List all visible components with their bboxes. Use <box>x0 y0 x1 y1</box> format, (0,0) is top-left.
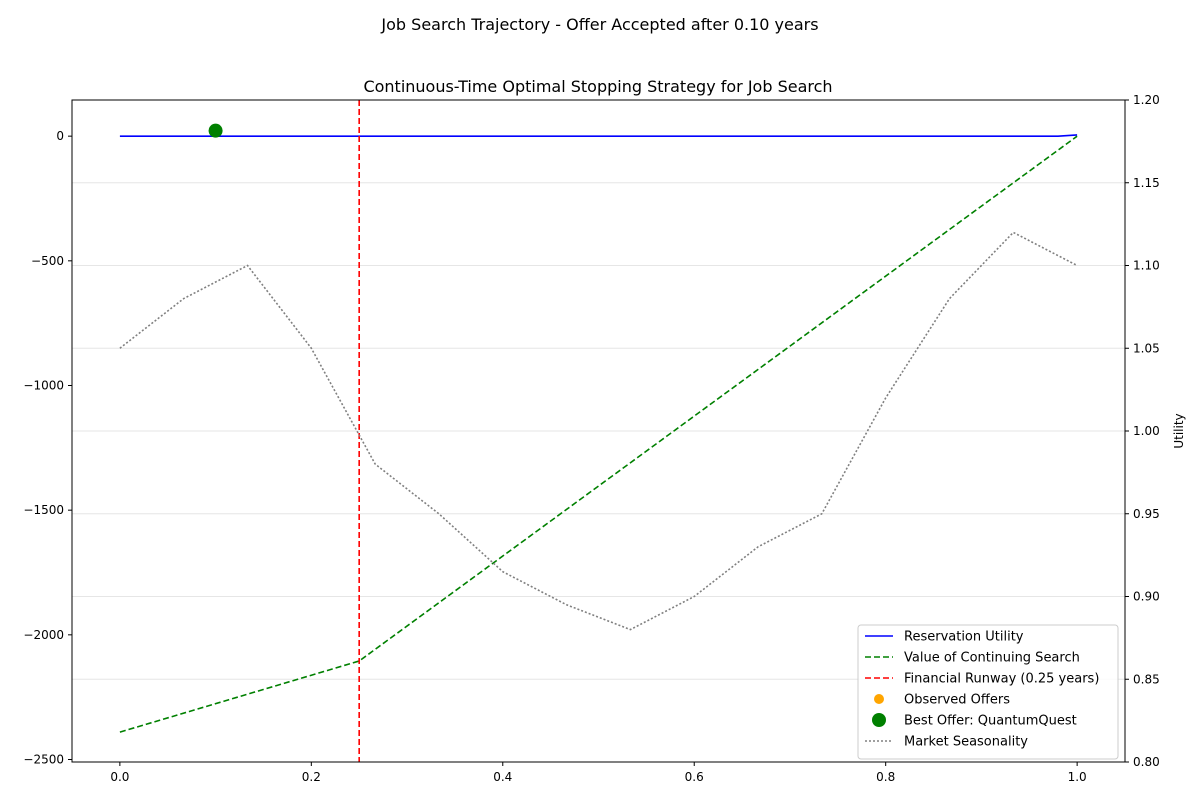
legend-marker-observed-offers <box>874 694 884 704</box>
series-line-market-seasonality <box>119 231 1078 631</box>
y-right-tick-label: 1.15 <box>1133 176 1160 190</box>
y-right-tick-label: 1.05 <box>1133 341 1160 355</box>
y-left-tick-label: 0 <box>56 129 64 143</box>
y-left-tick-label: −1000 <box>23 378 64 392</box>
x-axis: 0.0 0.2 0.4 0.6 0.8 1.0 <box>110 762 1087 784</box>
y-right-tick-label: 0.95 <box>1133 507 1160 521</box>
y-right-tick-label: 1.20 <box>1133 93 1160 107</box>
y-right-axis-label: Utility <box>1172 413 1186 448</box>
legend-label-market-seasonality: Market Seasonality <box>904 735 1028 750</box>
y-left-tick-label: −2500 <box>23 753 64 767</box>
legend-box <box>857 624 1119 760</box>
x-tick-label: 0.0 <box>110 770 129 784</box>
legend-label-observed-offers: Observed Offers <box>904 693 1010 708</box>
y-right-axis: 1.20 1.15 1.10 1.05 1.00 0.95 0.90 0.85 0.80 <box>1125 93 1160 769</box>
y-left-tick-label: −2000 <box>23 628 64 642</box>
y-right-tick-label: 1.10 <box>1133 259 1160 273</box>
figure-suptitle: Job Search Trajectory - Offer Accepted a… <box>380 15 818 34</box>
legend-label-reservation-utility: Reservation Utility <box>904 630 1024 645</box>
legend-label-value-of-continuing-search: Value of Continuing Search <box>904 651 1080 666</box>
y-right-tick-label: 0.90 <box>1133 590 1160 604</box>
x-tick-label: 1.0 <box>1068 770 1087 784</box>
y-left-axis: 0 −500 −1000 −1500 −2000 −2500 <box>23 129 72 767</box>
x-tick-label: 0.6 <box>685 770 704 784</box>
y-right-tick-label: 0.85 <box>1133 672 1160 686</box>
y-left-tick-label: −500 <box>31 254 64 268</box>
x-tick-label: 0.2 <box>302 770 321 784</box>
series-layer <box>119 100 1078 762</box>
series-point-best-offer-quantumquest <box>208 123 223 138</box>
legend-label-financial-runway-0-25-years: Financial Runway (0.25 years) <box>904 672 1099 687</box>
y-right-tick-label: 1.00 <box>1133 424 1160 438</box>
series-line-reservation-utility <box>119 134 1078 137</box>
chart-title: Continuous-Time Optimal Stopping Strateg… <box>363 77 832 96</box>
y-left-tick-label: −1500 <box>23 503 64 517</box>
legend-label-best-offer-quantumquest: Best Offer: QuantumQuest <box>904 714 1077 729</box>
x-tick-label: 0.8 <box>876 770 895 784</box>
series-line-value-of-continuing-search <box>119 135 1078 733</box>
x-tick-label: 0.4 <box>493 770 512 784</box>
y-right-tick-label: 0.80 <box>1133 755 1160 769</box>
legend-marker-best-offer-quantumquest <box>872 713 886 727</box>
legend: Reservation Utility Value of Continuing S… <box>857 624 1119 760</box>
